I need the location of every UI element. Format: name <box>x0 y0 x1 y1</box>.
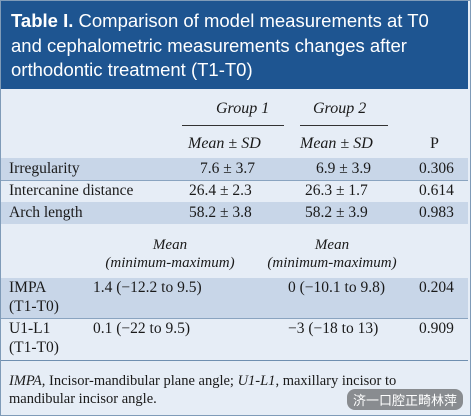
row-label: Arch length <box>9 204 83 221</box>
table-row: IMPA (T1-T0) 1.4 (−12.2 to 9.5) 0 (−10.1… <box>1 278 468 318</box>
table-row: Arch length 58.2 ± 3.8 58.2 ± 3.9 0.983 <box>1 202 468 224</box>
p-value: 0.614 <box>419 182 454 199</box>
row-label: Irregularity <box>9 160 80 177</box>
table-row: Intercanine distance 26.4 ± 2.3 26.3 ± 1… <box>1 180 468 202</box>
row-divider <box>1 180 468 181</box>
group1-mean-range-header: Mean (minimum-maximum) <box>90 236 250 272</box>
table-label: Table I. <box>11 10 74 31</box>
table-row: U1-L1 (T1-T0) 0.1 (−22 to 9.5) −3 (−18 t… <box>1 318 468 358</box>
range-label: (minimum-maximum) <box>105 255 235 271</box>
table-title: Table I. Comparison of model measurement… <box>11 9 463 83</box>
table-title-text: Comparison of model measurements at T0 a… <box>11 10 429 80</box>
table-header: Table I. Comparison of model measurement… <box>1 1 468 89</box>
footnote-abbr: U1-L1 <box>237 373 276 389</box>
group1-mean-sd-header: Mean ± SD <box>188 135 261 152</box>
p-value: 0.306 <box>419 160 454 177</box>
p-value: 0.909 <box>419 320 454 337</box>
group2-underline <box>300 125 388 127</box>
group2-value: 26.3 ± 1.7 <box>305 182 368 199</box>
range-label: (minimum-maximum) <box>267 255 397 271</box>
mean-label: Mean <box>314 237 350 253</box>
group1-value: 7.6 ± 3.7 <box>200 160 256 177</box>
group2-value: −3 (−18 to 13) <box>288 320 379 337</box>
footnote-text: , maxillary incisor to mandibular inciso… <box>9 373 397 407</box>
group2-value: 0 (−10.1 to 9.8) <box>288 279 385 296</box>
group2-value: 58.2 ± 3.9 <box>305 204 368 221</box>
group1-value: 0.1 (−22 to 9.5) <box>93 320 190 337</box>
p-value: 0.204 <box>419 279 454 296</box>
row-label: IMPA <box>9 279 47 296</box>
mean-label: Mean <box>152 237 188 253</box>
table-footnote: IMPA, Incisor-mandibular plane angle; U1… <box>9 372 464 408</box>
group1-value: 1.4 (−12.2 to 9.5) <box>93 279 202 296</box>
group2-header: Group 2 <box>313 100 367 117</box>
row-sublabel: (T1-T0) <box>9 339 59 356</box>
group1-header: Group 1 <box>216 100 270 117</box>
footnote-divider <box>1 360 468 361</box>
footnote-abbr: IMPA <box>9 373 42 389</box>
row-sublabel: (T1-T0) <box>9 298 59 315</box>
p-value: 0.983 <box>419 204 454 221</box>
watermark: 济一口腔正畸林萍 <box>346 389 463 410</box>
group2-mean-sd-header: Mean ± SD <box>300 135 373 152</box>
row-divider <box>1 318 468 319</box>
footnote-text: , Incisor-mandibular plane angle; <box>41 373 238 389</box>
group1-value: 26.4 ± 2.3 <box>189 182 252 199</box>
row-label: U1-L1 <box>9 320 51 337</box>
group2-mean-range-header: Mean (minimum-maximum) <box>252 236 412 272</box>
table-row: Irregularity 7.6 ± 3.7 6.9 ± 3.9 0.306 <box>1 158 468 180</box>
row-label: Intercanine distance <box>9 182 134 199</box>
p-header: P <box>430 135 439 152</box>
group1-underline <box>182 125 284 127</box>
group2-value: 6.9 ± 3.9 <box>316 160 372 177</box>
group1-value: 58.2 ± 3.8 <box>189 204 252 221</box>
